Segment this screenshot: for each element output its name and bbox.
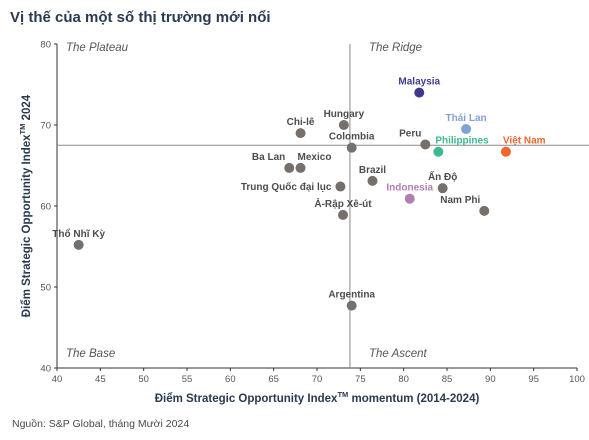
data-point-label: Thái Lan: [446, 113, 487, 124]
data-point-label: Indonesia: [386, 183, 433, 194]
data-point-label: Hungary: [324, 109, 365, 120]
x-tick-label: 50: [138, 374, 149, 385]
data-point-label: Brazil: [359, 165, 386, 176]
quadrant-label-plateau: The Plateau: [66, 42, 129, 54]
data-point-label: Chi-lê: [287, 117, 315, 128]
x-tick-label: 90: [485, 374, 496, 385]
x-tick-label: 40: [52, 374, 63, 385]
data-point-group: Mexico: [295, 152, 332, 173]
data-point-group: Nam Phi: [440, 195, 490, 216]
data-point-label: Ba Lan: [252, 152, 285, 163]
x-axis-title-main: Điểm Strategic Opportunity Index: [155, 393, 338, 405]
data-point-group: Peru: [399, 128, 431, 150]
x-axis-title: Điểm Strategic Opportunity IndexTM momen…: [155, 390, 480, 405]
data-point-label: Argentina: [328, 290, 375, 301]
x-axis-title-tail: momentum (2014-2024): [348, 393, 479, 405]
data-point-group: Ả-Rập Xê-út: [314, 197, 372, 220]
data-point: [404, 193, 415, 204]
x-tick-label: 45: [95, 374, 106, 385]
data-point-label: Thổ Nhĩ Kỳ: [52, 228, 105, 240]
data-point-group: Ấn Độ: [428, 170, 457, 194]
y-tick-label: 80: [40, 40, 51, 51]
y-tick-label: 50: [40, 283, 51, 294]
data-point: [284, 162, 295, 173]
y-axis-title: Điểm Strategic Opportunity IndexTM 2024: [18, 94, 33, 317]
data-point-group: Colombia: [329, 132, 375, 153]
data-point: [461, 124, 472, 135]
data-point: [479, 205, 490, 216]
x-tick-label: 80: [398, 374, 409, 385]
data-point-label: Mexico: [298, 152, 332, 163]
data-point-group: Hungary: [324, 109, 365, 130]
data-point-label: Malaysia: [398, 77, 440, 88]
y-tick-label: 60: [40, 202, 51, 213]
data-point: [338, 209, 348, 220]
y-tick-label: 70: [40, 121, 51, 132]
data-point-group: Việt Nam: [500, 136, 546, 157]
data-point: [346, 142, 357, 153]
data-point-label: Nam Phi: [440, 195, 480, 206]
y-axis-title-tail: 2024: [21, 94, 33, 123]
quadrant-label-ridge: The Ridge: [369, 42, 422, 54]
data-point-label: Philippines: [435, 136, 489, 147]
data-point: [295, 162, 306, 173]
data-point: [433, 146, 444, 157]
data-point-label: Trung Quốc đại lục: [241, 181, 332, 193]
data-point-group: Brazil: [359, 165, 386, 186]
y-tick-label: 40: [40, 364, 51, 375]
data-point-group: Indonesia: [386, 183, 434, 204]
data-point-group: Ba Lan: [252, 152, 295, 173]
data-point: [346, 300, 357, 311]
data-point-label: Ả-Rập Xê-út: [314, 197, 372, 210]
quadrant-label-ascent: The Ascent: [369, 348, 428, 360]
data-point-group: Trung Quốc đại lục: [241, 181, 346, 193]
data-point: [367, 175, 378, 186]
data-point-label: Việt Nam: [503, 136, 546, 147]
chart-title: Vị thế của một số thị trường mới nổi: [10, 9, 271, 26]
data-point: [73, 239, 84, 250]
y-axis-ticks: 40 50 60 70 80: [40, 40, 57, 375]
x-tick-label: 65: [268, 374, 279, 385]
data-point-label: Peru: [399, 128, 421, 139]
x-tick-label: 70: [312, 374, 323, 385]
data-point: [437, 183, 448, 194]
x-tick-label: 95: [528, 374, 539, 385]
quadrant-dividers: [57, 44, 589, 368]
y-axis-title-main: Điểm Strategic Opportunity Index: [21, 134, 33, 317]
x-tick-label: 60: [225, 374, 236, 385]
data-point: [500, 146, 511, 157]
quadrant-label-base: The Base: [66, 348, 115, 360]
data-point-group: Philippines: [433, 136, 489, 157]
x-tick-label: 75: [355, 374, 366, 385]
x-tick-label: 100: [569, 374, 585, 385]
x-tick-label: 85: [442, 374, 453, 385]
data-point: [414, 87, 425, 98]
source-note: Nguồn: S&P Global, tháng Mười 2024: [12, 418, 189, 430]
data-point-label: Colombia: [329, 132, 375, 143]
data-point: [335, 181, 346, 192]
data-point: [295, 128, 306, 139]
data-point-group: Malaysia: [398, 77, 441, 98]
data-point-group: Thổ Nhĩ Kỳ: [52, 228, 105, 250]
data-point-group: Thái Lan: [446, 113, 487, 135]
x-axis-title-sup: TM: [337, 390, 348, 399]
data-point-group: Chi-lê: [287, 117, 315, 139]
data-point: [338, 120, 349, 130]
data-point: [420, 139, 431, 150]
data-points: Malaysia Thái Lan Việt Nam Philippines Indon…: [52, 77, 546, 311]
y-axis-title-sup: TM: [18, 124, 27, 135]
x-tick-label: 55: [182, 374, 193, 385]
x-axis-ticks: 40 45 50 55 60 65 70 75 80 85 90 95 100: [52, 368, 585, 385]
data-point-label: Ấn Độ: [428, 170, 457, 183]
data-point-group: Argentina: [328, 290, 375, 311]
